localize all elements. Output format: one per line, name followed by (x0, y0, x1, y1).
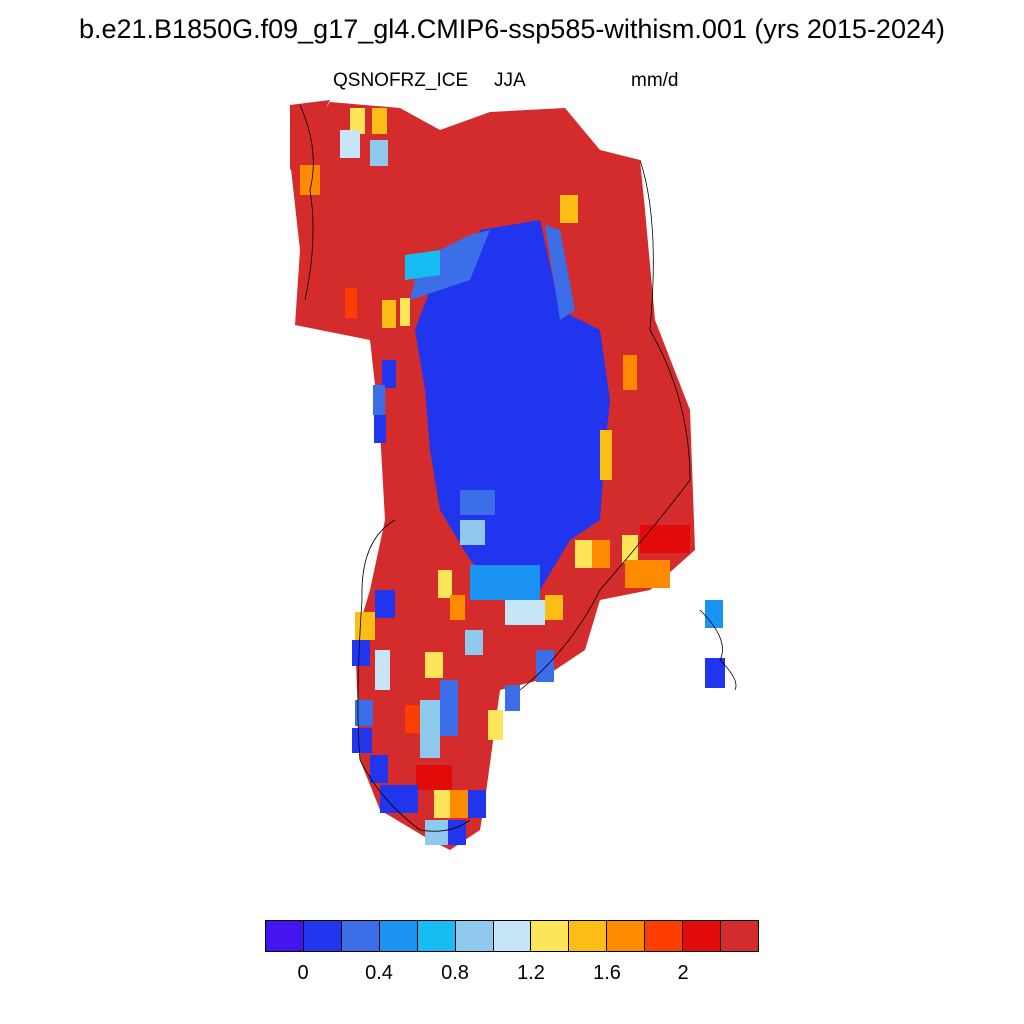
colorbar-swatch (303, 921, 342, 951)
colorbar-swatch (341, 921, 380, 951)
colorbar-swatch (645, 921, 684, 951)
colorbar-tick-label: 1.2 (517, 962, 545, 984)
colorbar-tick-label: 1.6 (593, 962, 621, 984)
colorbar-swatch (683, 921, 722, 951)
colorbar-swatch (266, 921, 304, 951)
units-label: mm/d (631, 70, 679, 91)
colorbar-swatch (721, 921, 758, 951)
colorbar (265, 920, 759, 952)
variable-label: QSNOFRZ_ICE (333, 70, 469, 91)
colorbar-swatch (455, 921, 494, 951)
colorbar-swatch (569, 921, 608, 951)
interior-transition (410, 230, 490, 300)
colorbar-swatch (607, 921, 646, 951)
colorbar-swatch (531, 921, 570, 951)
colorbar-swatch (493, 921, 532, 951)
colorbar-tick-label: 0.4 (365, 962, 393, 984)
season-label: JJA (494, 70, 526, 91)
plot-title: b.e21.B1850G.f09_g17_gl4.CMIP6-ssp585-wi… (78, 14, 945, 44)
colorbar-swatch (379, 921, 418, 951)
colorbar-tick-label: 2 (677, 962, 689, 984)
colorbar-tick-label: 0 (297, 962, 309, 984)
colorbar-tick-label: 0.8 (441, 962, 469, 984)
colorbar-swatch (417, 921, 456, 951)
